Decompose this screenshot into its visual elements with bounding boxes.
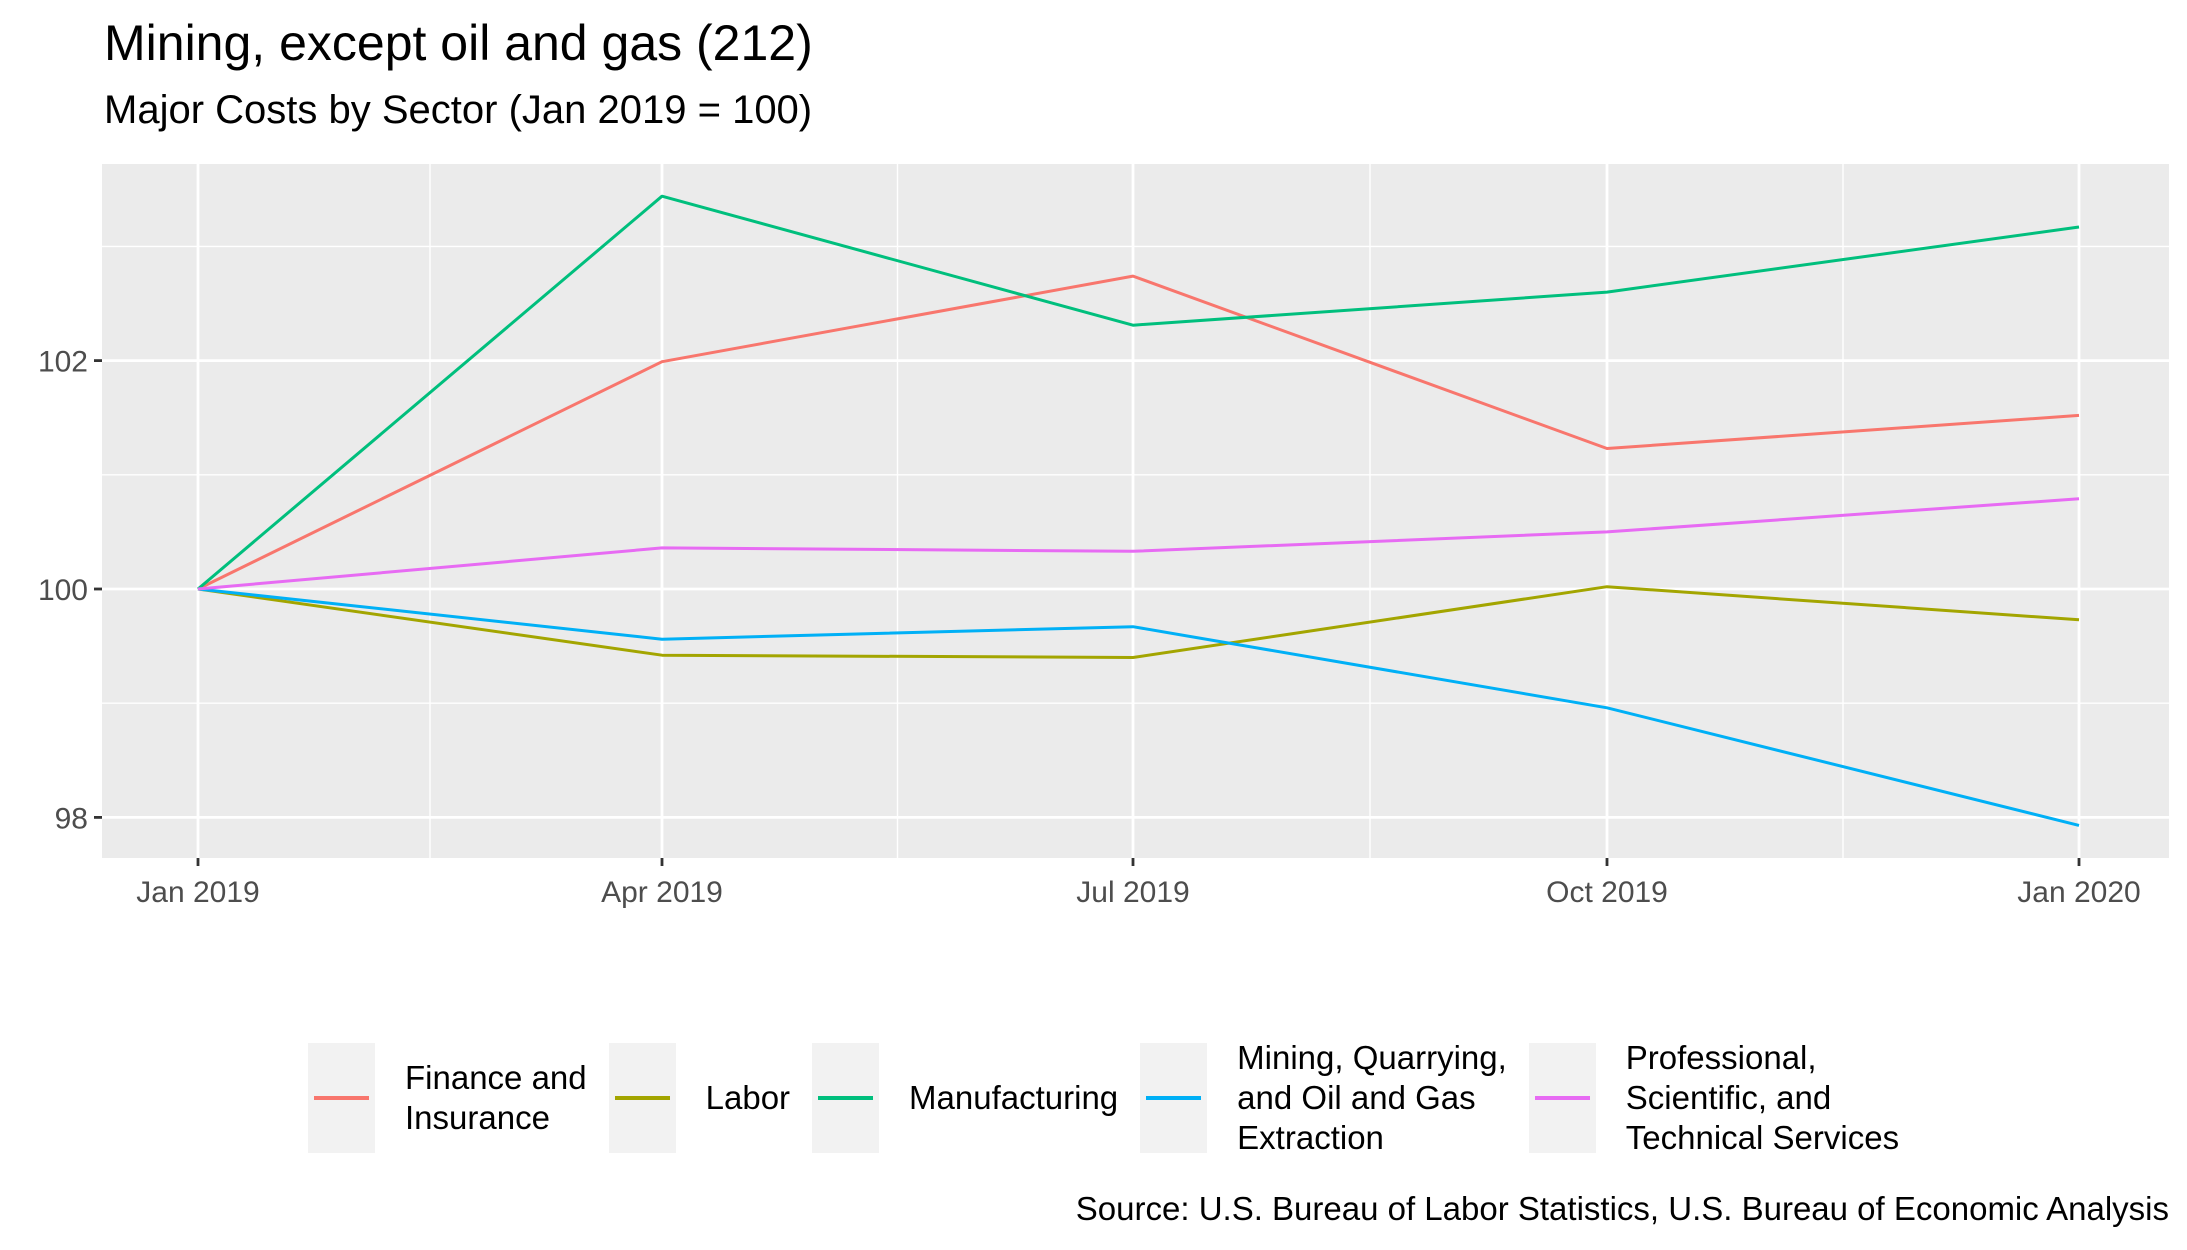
legend: Finance and Insurance Labor Manufacturing M…: [308, 1038, 1921, 1158]
legend-key: [608, 1043, 676, 1153]
series-line-manufacturing: [197, 194, 2080, 591]
x-tick-label: Jan 2019: [136, 876, 259, 909]
plot-panel: [102, 164, 2169, 858]
legend-swatch: [818, 1096, 874, 1100]
series-line-mining: [197, 587, 2080, 827]
chart-title: Mining, except oil and gas (212): [104, 15, 813, 71]
legend-item: Mining, Quarrying, and Oil and Gas Extra…: [1140, 1038, 1507, 1158]
line-chart: 98 100 102 Jan 2019 Apr 2019 Jul 2019 Oct 201…: [38, 164, 2169, 909]
legend-label: Finance and Insurance: [405, 1059, 587, 1136]
y-tick-label: 102: [38, 346, 88, 379]
series-line-finance: [197, 274, 2080, 591]
x-tick-label: Jan 2020: [2017, 876, 2140, 909]
y-axis: 98 100 102: [38, 346, 102, 835]
legend-swatch: [614, 1096, 670, 1100]
major-gridlines: [102, 164, 2169, 858]
y-tick-label: 100: [38, 574, 88, 607]
legend-swatch: [1534, 1096, 1590, 1100]
legend-swatch: [314, 1096, 369, 1100]
chart-subtitle: Major Costs by Sector (Jan 2019 = 100): [104, 88, 813, 132]
legend-swatch: [1146, 1096, 1202, 1100]
legend-label: Manufacturing: [909, 1079, 1119, 1116]
series-lines: [197, 194, 2080, 827]
x-axis: Jan 2019 Apr 2019 Jul 2019 Oct 2019 Jan 2020: [136, 858, 2141, 909]
legend-label: Professional, Scientific, and Technical …: [1625, 1039, 1900, 1156]
y-tick-label: 98: [55, 802, 88, 835]
legend-key: [812, 1043, 880, 1153]
legend-label: Labor: [705, 1079, 791, 1116]
minor-gridlines: [102, 164, 2169, 858]
legend-label: Mining, Quarrying, and Oil and Gas Extra…: [1237, 1039, 1507, 1156]
legend-item: Manufacturing: [812, 1043, 1118, 1153]
x-tick-label: Jul 2019: [1076, 876, 1189, 909]
series-line-professional: [197, 497, 2080, 591]
legend-item: Labor: [608, 1043, 791, 1153]
legend-key: [1528, 1043, 1596, 1153]
legend-key: [1140, 1043, 1208, 1153]
series-line-labor: [197, 585, 2080, 659]
legend-item: Professional, Scientific, and Technical …: [1528, 1038, 1900, 1158]
legend-item: Finance and Insurance: [308, 1043, 587, 1153]
x-tick-label: Apr 2019: [601, 876, 723, 909]
source-caption: Source: U.S. Bureau of Labor Statistics,…: [1075, 1190, 2169, 1227]
x-tick-label: Oct 2019: [1546, 876, 1668, 909]
legend-key: [308, 1043, 375, 1153]
